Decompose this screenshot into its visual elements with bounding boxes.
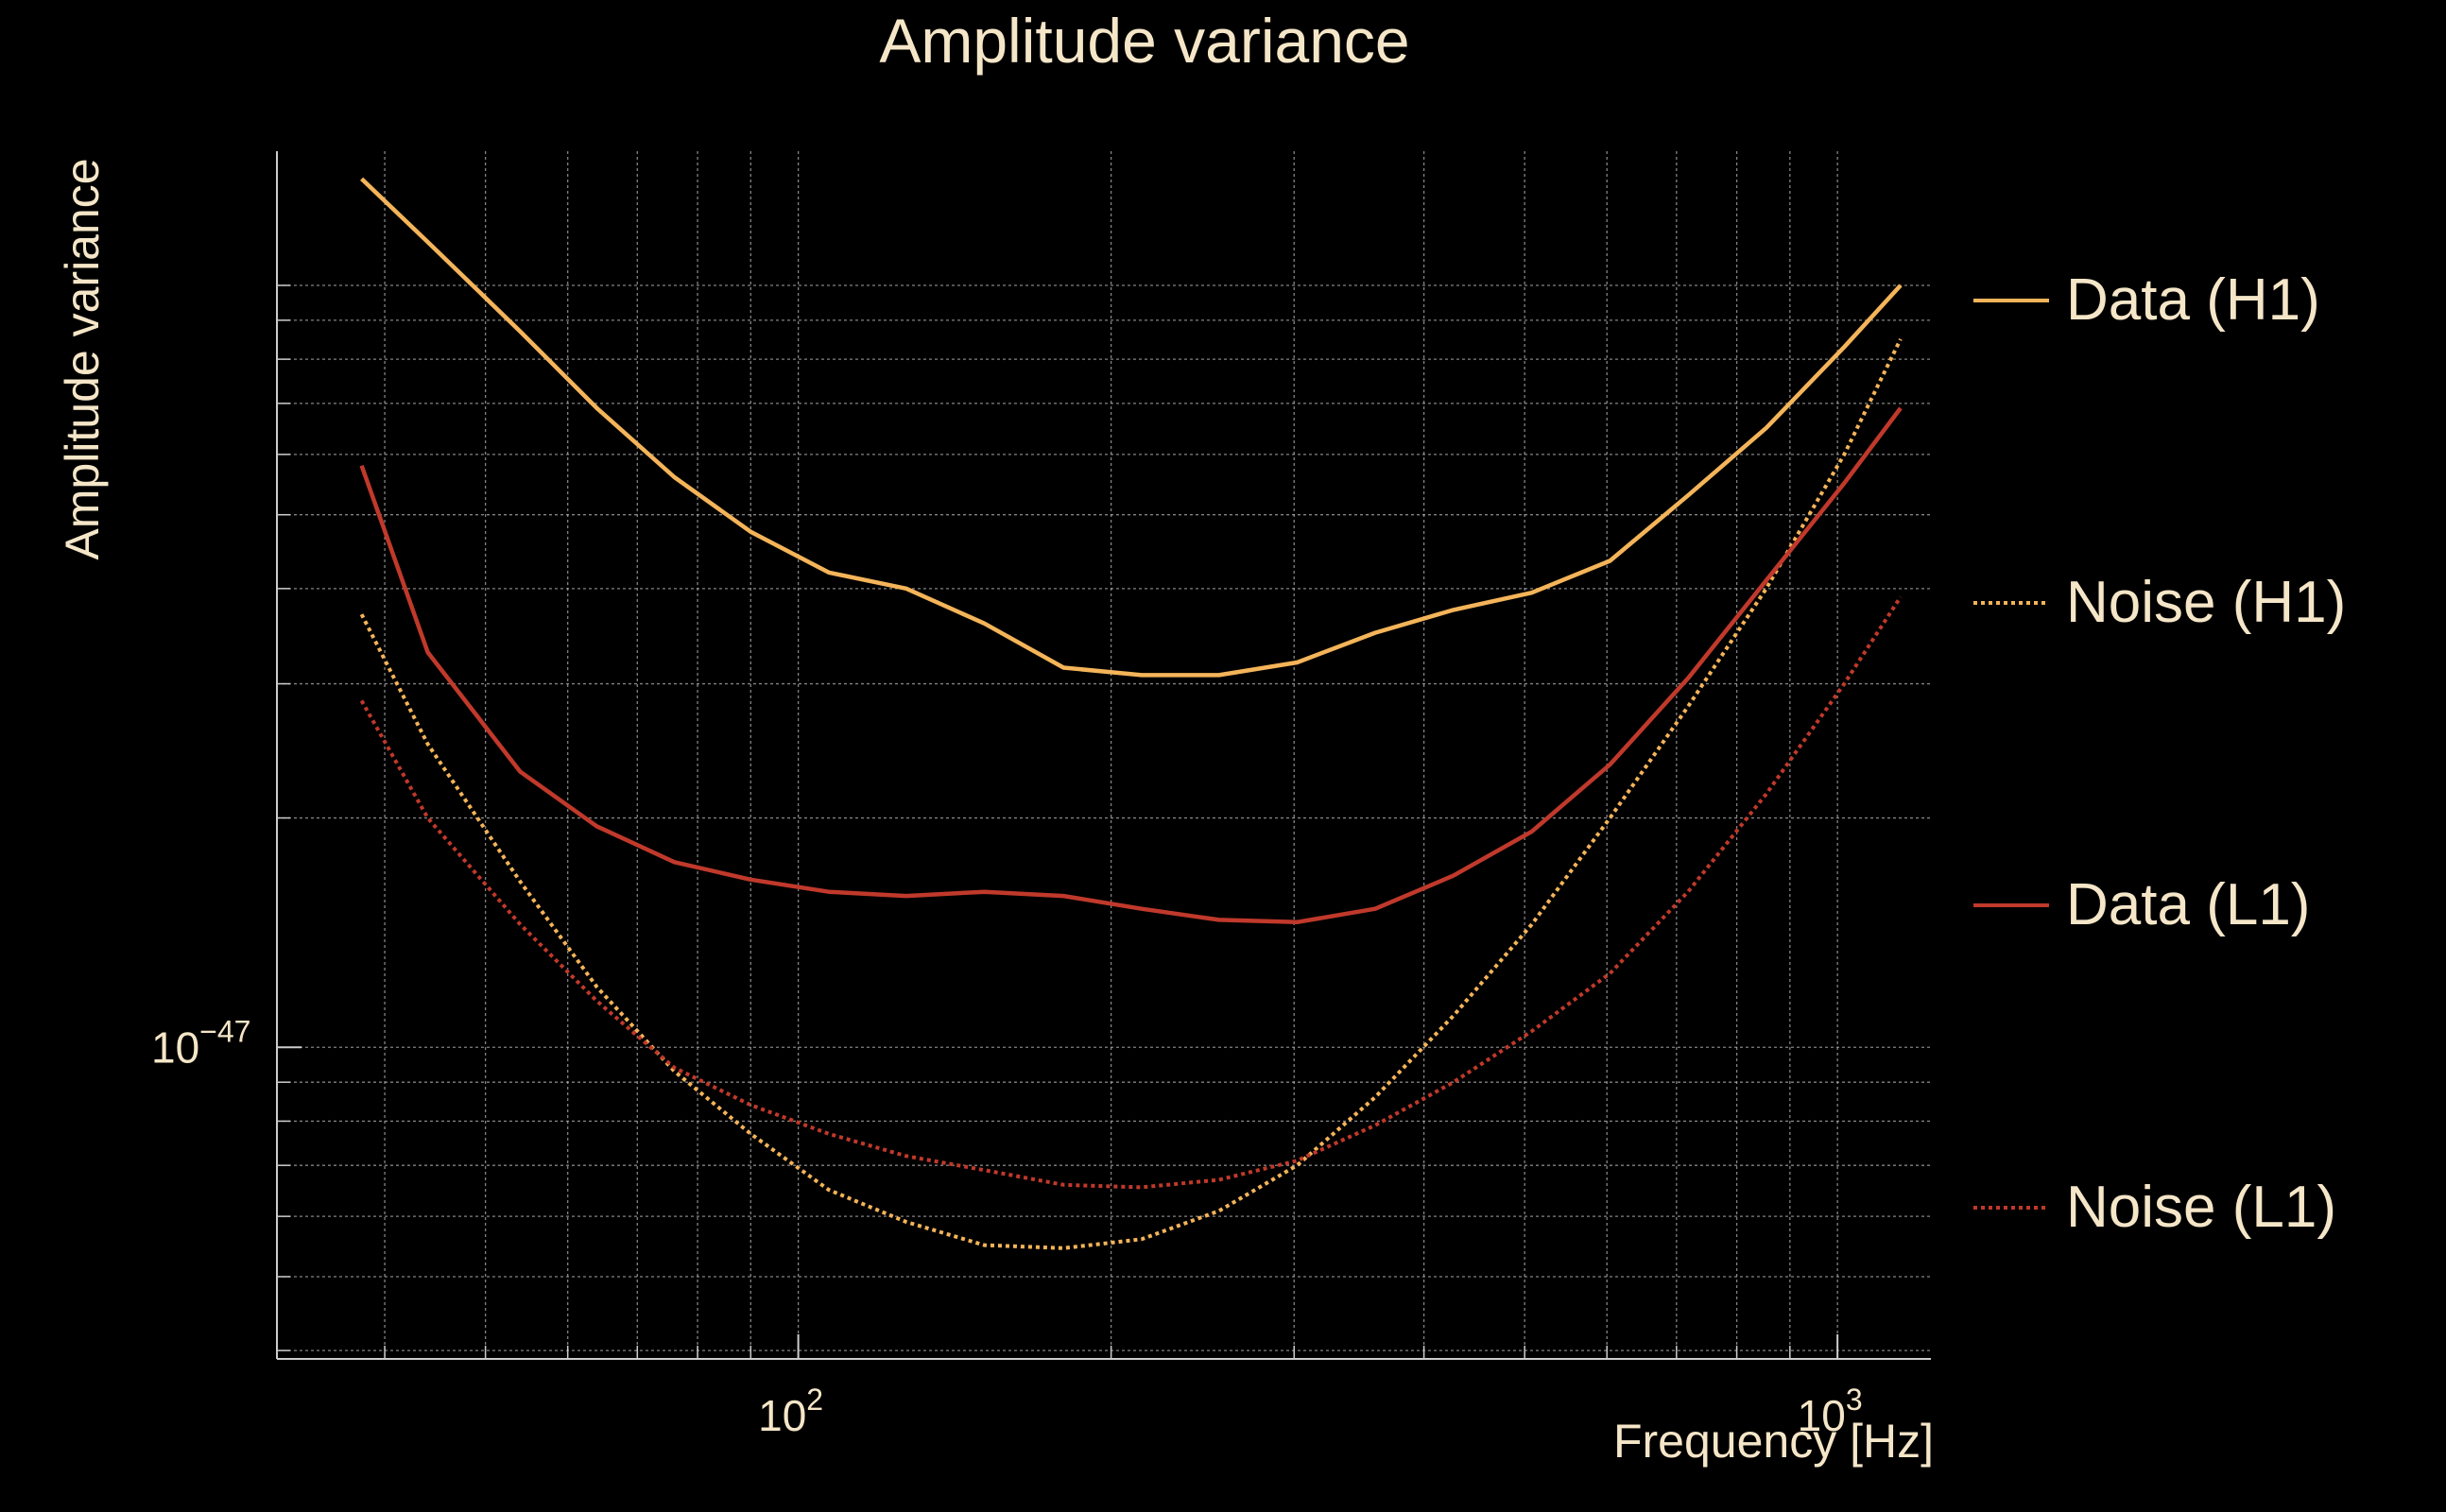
legend-label: Data (H1) xyxy=(2066,267,2320,333)
legend-label: Noise (L1) xyxy=(2066,1175,2336,1240)
tick-labels: 102 103 10−47 xyxy=(151,1014,1863,1440)
series-line-noise-l1 xyxy=(359,595,1903,1190)
legend-label: Noise (H1) xyxy=(2066,570,2346,635)
series-line-data-l1 xyxy=(359,406,1903,925)
y-tick-label: 10−47 xyxy=(151,1014,250,1072)
axes xyxy=(276,151,1931,1360)
legend: Data (H1) Noise (H1) Data (L1) Noise (L1) xyxy=(1973,267,2346,1240)
x-tick-label: 103 xyxy=(1798,1383,1863,1440)
chart-title: Amplitude variance xyxy=(879,6,1409,76)
y-axis-label: Amplitude variance xyxy=(56,158,109,559)
grid xyxy=(277,151,1931,1359)
series xyxy=(359,177,1903,1250)
x-tick-label: 102 xyxy=(758,1383,823,1440)
x-axis-label: Frequency [Hz] xyxy=(1613,1415,1934,1468)
legend-label: Data (L1) xyxy=(2066,872,2310,937)
series-line-data-h1 xyxy=(360,177,1903,678)
series-line-noise-h1 xyxy=(359,338,1903,1250)
